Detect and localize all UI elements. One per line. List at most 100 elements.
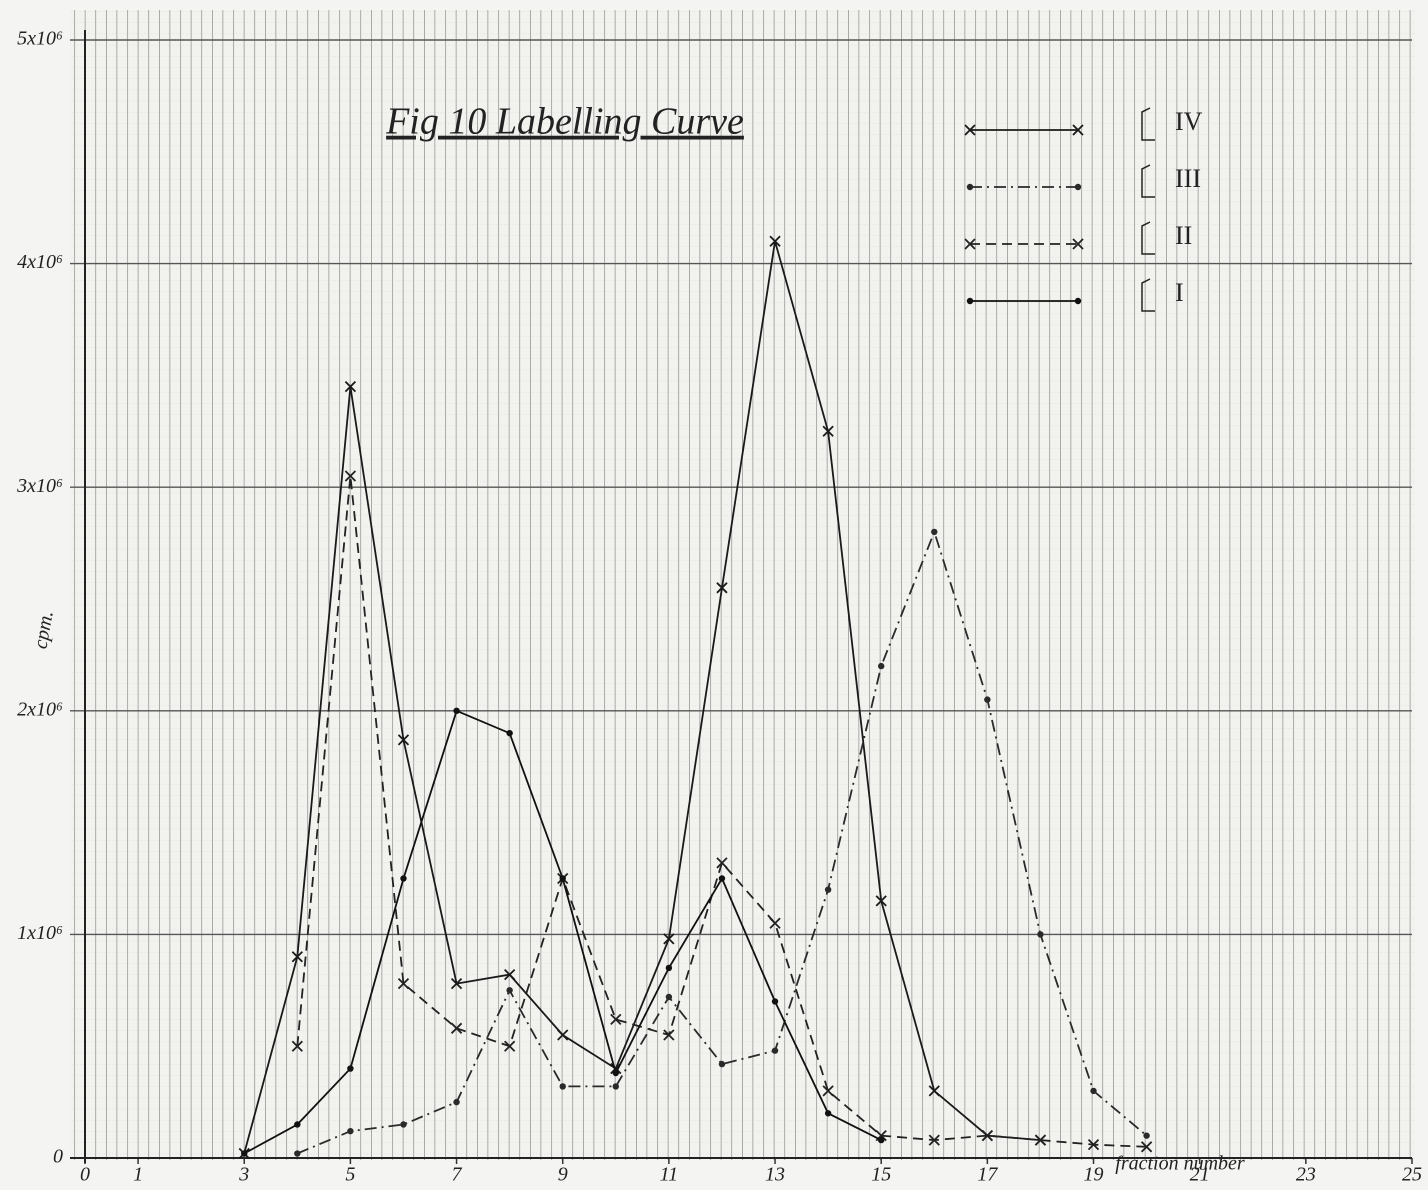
data-point xyxy=(612,1083,619,1090)
data-point xyxy=(450,1022,463,1034)
data-point xyxy=(291,951,303,963)
data-point xyxy=(347,1065,354,1072)
x-tick-label: 11 xyxy=(660,1164,679,1186)
x-axis-label: fraction number xyxy=(1115,1153,1245,1175)
x-tick-label: 7 xyxy=(452,1164,463,1186)
data-point xyxy=(610,1013,622,1026)
x-tick-label: 3 xyxy=(238,1164,249,1186)
legend-brace xyxy=(1141,221,1155,255)
data-point xyxy=(824,1110,832,1117)
legend-brace xyxy=(1141,107,1155,141)
data-point xyxy=(400,1121,407,1128)
y-tick-label: 3x10⁶ xyxy=(16,475,63,497)
x-tick-label: 1 xyxy=(133,1164,143,1186)
data-point xyxy=(663,933,675,945)
y-tick-label: 5x10⁶ xyxy=(17,28,63,50)
data-point xyxy=(928,1134,940,1146)
x-tick-label: 0 xyxy=(80,1164,90,1186)
x-tick-label: 25 xyxy=(1402,1164,1422,1186)
data-point xyxy=(557,1029,569,1041)
data-point xyxy=(1034,1134,1047,1146)
data-point xyxy=(1087,1138,1100,1151)
legend-marker xyxy=(964,124,976,136)
x-tick-label: 5 xyxy=(345,1164,355,1186)
data-point xyxy=(559,875,566,882)
data-point xyxy=(718,875,726,882)
data-point xyxy=(291,1040,303,1052)
x-tick-label: 9 xyxy=(558,1164,568,1186)
data-point xyxy=(875,895,887,907)
x-tick-label: 15 xyxy=(871,1164,891,1186)
data-point xyxy=(981,1130,993,1142)
x-tick-label: 19 xyxy=(1084,1164,1104,1186)
data-point xyxy=(344,470,357,482)
data-point xyxy=(453,1098,460,1106)
series-line xyxy=(296,475,1147,1148)
data-point xyxy=(347,1127,354,1135)
data-point xyxy=(665,993,673,1001)
data-point xyxy=(824,886,832,893)
data-point xyxy=(504,1040,516,1052)
data-point xyxy=(663,1029,675,1041)
series-line xyxy=(243,240,1041,1154)
y-tick-label: 0 xyxy=(53,1146,63,1168)
data-point xyxy=(612,1069,619,1077)
y-tick-label: 1x10⁶ xyxy=(17,922,63,944)
data-point xyxy=(878,662,885,670)
legend-brace xyxy=(1141,164,1155,198)
data-point xyxy=(822,425,834,437)
data-point xyxy=(294,1150,301,1157)
legend-marker xyxy=(1072,124,1084,136)
data-point xyxy=(931,528,938,536)
chart-title: Fig 10 Labelling Curve xyxy=(385,101,744,143)
data-point xyxy=(716,582,728,594)
data-point xyxy=(241,1150,248,1157)
legend-marker xyxy=(1074,297,1082,305)
data-point xyxy=(1143,1132,1150,1139)
data-point xyxy=(928,1085,940,1097)
data-point xyxy=(1140,1141,1153,1153)
legend-marker xyxy=(966,297,974,305)
data-point xyxy=(769,917,781,929)
y-tick-label: 4x10⁶ xyxy=(17,251,63,273)
data-point xyxy=(1037,931,1044,938)
legend-marker xyxy=(964,238,976,250)
legend-marker xyxy=(1074,183,1082,191)
legend-label: I xyxy=(1175,278,1184,307)
data-point xyxy=(559,1083,566,1090)
data-point xyxy=(504,969,516,981)
data-point xyxy=(716,857,728,869)
data-point xyxy=(453,707,460,714)
data-point xyxy=(506,987,513,994)
x-tick-label: 13 xyxy=(765,1164,785,1186)
legend-marker xyxy=(966,183,974,191)
data-point xyxy=(397,977,410,990)
data-point xyxy=(665,964,673,972)
graph-paper xyxy=(70,10,1415,1160)
data-point xyxy=(506,729,513,737)
data-point xyxy=(397,734,410,746)
data-point xyxy=(344,380,357,393)
data-point xyxy=(1090,1087,1097,1095)
data-point xyxy=(878,1136,885,1144)
x-tick-label: 23 xyxy=(1296,1164,1316,1186)
x-tick-label: 21 xyxy=(1190,1164,1210,1186)
legend-label: III xyxy=(1175,164,1201,193)
data-point xyxy=(984,696,991,703)
data-point xyxy=(822,1085,834,1097)
legend-brace xyxy=(1141,278,1155,312)
data-point xyxy=(771,1047,779,1054)
data-point xyxy=(769,235,781,247)
y-tick-label: 2x10⁶ xyxy=(17,698,63,720)
legend-label: IV xyxy=(1175,107,1203,136)
x-tick-label: 17 xyxy=(977,1164,998,1186)
series-line xyxy=(296,529,1148,1155)
legend-marker xyxy=(1072,238,1084,250)
y-axis-label: cpm. xyxy=(29,609,57,651)
data-point xyxy=(450,977,463,990)
data-point xyxy=(718,1060,726,1068)
data-point xyxy=(400,875,407,882)
data-point xyxy=(294,1121,301,1128)
data-point xyxy=(771,998,779,1005)
